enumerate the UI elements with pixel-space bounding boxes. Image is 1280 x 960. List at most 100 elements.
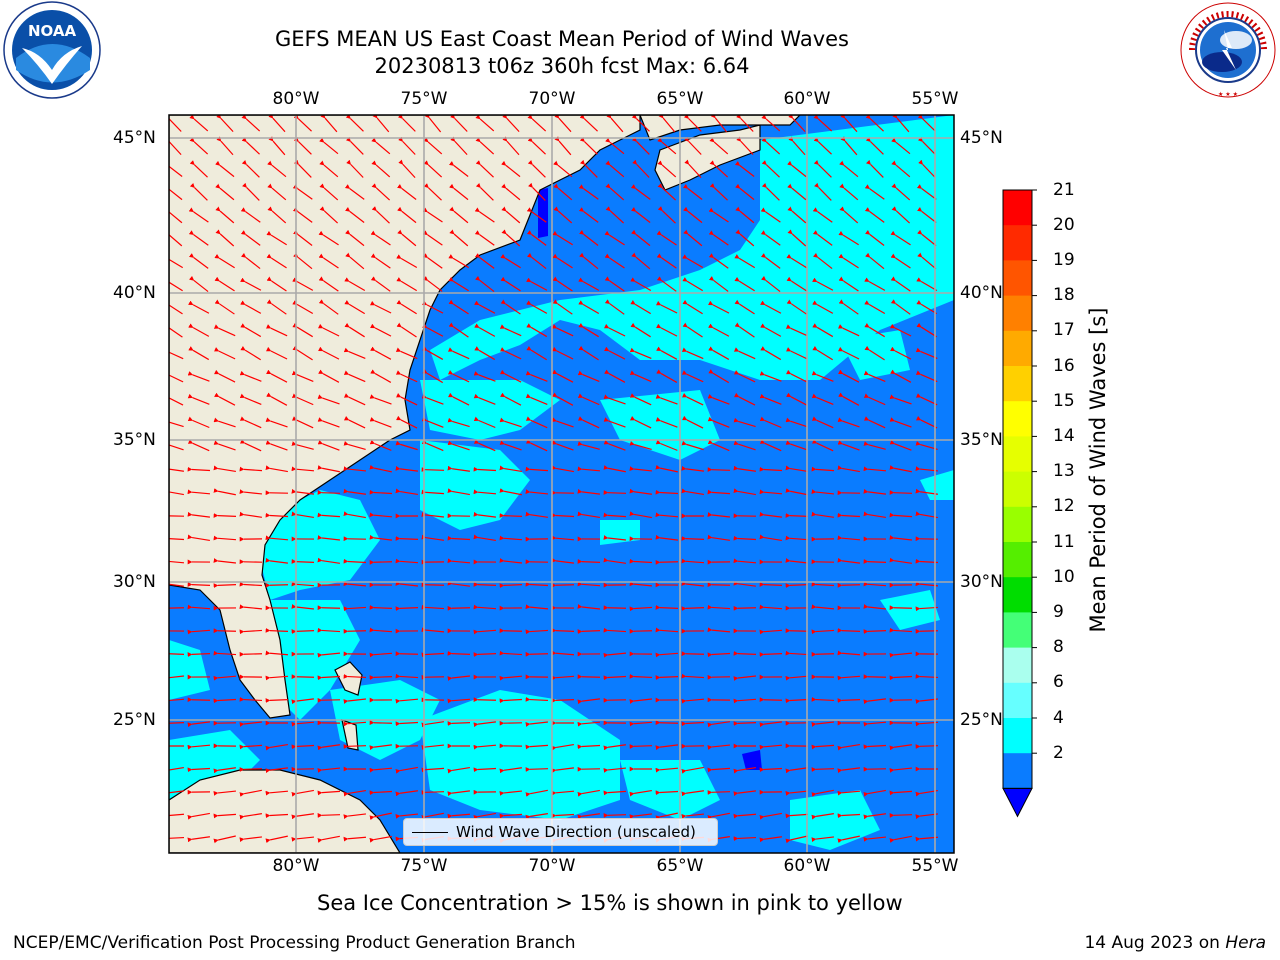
wind-wave-arrow: [604, 369, 626, 383]
wind-wave-arrow: [553, 206, 573, 224]
wind-wave-arrow: [421, 439, 444, 452]
wind-wave-arrow: [268, 115, 286, 133]
wind-wave-arrow: [422, 230, 443, 246]
wind-wave-arrow: [811, 836, 835, 842]
wind-wave-arrow: [759, 697, 783, 702]
wind-wave-arrow: [216, 136, 234, 156]
wind-wave-arrow: [344, 300, 366, 315]
wind-wave-arrow: [603, 557, 626, 564]
footer-credit: NCEP/EMC/Verification Post Processing Pr…: [13, 933, 576, 953]
wind-wave-arrow: [657, 206, 676, 224]
wind-wave-arrow: [733, 440, 756, 451]
wind-wave-arrow: [682, 183, 703, 200]
wind-wave-arrow: [318, 253, 339, 269]
wind-wave-arrow: [759, 744, 783, 750]
wind-wave-arrow: [291, 674, 315, 680]
colorbar-tick: 20: [1053, 215, 1075, 235]
wind-wave-arrow: [447, 488, 470, 496]
wind-wave-arrow: [838, 392, 860, 406]
wind-wave-arrow: [473, 697, 497, 702]
wind-wave-arrow: [395, 813, 419, 819]
wind-wave-arrow: [551, 440, 574, 451]
wind-wave-arrow: [890, 369, 912, 383]
wind-wave-arrow: [629, 347, 652, 359]
wind-wave-arrow: [450, 136, 468, 156]
wind-wave-arrow: [499, 650, 523, 656]
wind-wave-arrow: [837, 835, 860, 844]
wind-wave-arrow: [785, 767, 808, 774]
wind-wave-arrow: [422, 369, 444, 384]
wind-wave-arrow: [213, 440, 236, 451]
lat-label-left: 30°N: [113, 572, 156, 592]
wind-wave-arrow: [266, 253, 287, 269]
wind-wave-arrow: [863, 559, 887, 564]
wind-wave-arrow: [422, 207, 443, 223]
wind-wave-arrow: [603, 675, 627, 681]
wind-wave-arrow: [474, 323, 496, 337]
wind-wave-arrow: [733, 651, 757, 656]
wind-wave-arrow: [837, 813, 861, 819]
wind-wave-arrow: [265, 465, 288, 473]
wind-wave-arrow: [918, 159, 936, 178]
wind-wave-arrow: [395, 536, 419, 541]
wind-wave-arrow: [553, 160, 573, 178]
wind-wave-arrow: [551, 417, 574, 428]
wind-wave-arrow: [786, 369, 808, 383]
wind-wave-arrow: [682, 322, 703, 338]
wind-wave-arrow: [891, 206, 911, 224]
wind-wave-arrow: [473, 466, 497, 472]
wind-wave-arrow: [499, 465, 522, 473]
wind-wave-arrow: [681, 465, 705, 472]
wind-wave-arrow: [761, 182, 780, 201]
wind-wave-arrow: [551, 582, 575, 588]
wind-wave-arrow: [213, 324, 236, 337]
wind-wave-arrow: [239, 581, 263, 587]
wind-wave-arrow: [499, 347, 522, 360]
wind-wave-arrow: [369, 559, 393, 565]
wind-wave-arrow: [265, 512, 289, 518]
wind-wave-arrow: [265, 417, 288, 428]
wind-wave-arrow: [395, 698, 419, 704]
wind-wave-arrow: [267, 160, 287, 178]
wind-wave-arrow: [838, 346, 860, 360]
wind-wave-arrow: [759, 721, 783, 728]
wind-wave-arrow: [707, 812, 730, 820]
wind-wave-arrow: [577, 604, 601, 610]
wind-wave-arrow: [291, 441, 314, 450]
wind-wave-arrow: [735, 183, 755, 201]
wind-wave-arrow: [527, 182, 546, 201]
wind-wave-arrow: [630, 322, 651, 338]
wind-wave-arrow: [655, 812, 678, 821]
wind-wave-arrow: [213, 558, 237, 564]
wind-wave-arrow: [733, 721, 757, 726]
wind-wave-arrow: [398, 159, 416, 179]
wind-wave-arrow: [631, 229, 651, 247]
wind-wave-arrow: [786, 276, 807, 292]
wind-wave-arrow: [449, 206, 469, 224]
wind-wave-arrow: [213, 698, 237, 704]
wind-wave-arrow: [187, 393, 210, 405]
lat-label-right: 45°N: [960, 128, 1003, 148]
wind-wave-arrow: [187, 466, 211, 472]
wind-wave-arrow: [682, 254, 704, 269]
wind-wave-arrow: [889, 627, 913, 633]
wind-wave-arrow: [655, 744, 679, 751]
wind-wave-arrow: [499, 790, 523, 796]
wind-wave-arrow: [268, 136, 286, 156]
wind-wave-arrow: [629, 673, 653, 679]
wind-wave-arrow: [265, 324, 288, 337]
wind-wave-arrow: [169, 188, 183, 201]
wind-wave-arrow: [473, 744, 497, 750]
wind-wave-arrow: [707, 534, 730, 541]
lat-label-right: 40°N: [960, 283, 1003, 303]
wind-wave-arrow: [169, 211, 183, 224]
wind-wave-arrow: [734, 322, 755, 338]
wind-wave-arrow: [213, 513, 237, 518]
wind-wave-arrow: [811, 370, 834, 382]
wind-wave-arrow: [239, 836, 263, 842]
wind-wave-arrow: [683, 206, 703, 224]
wind-wave-arrow: [474, 300, 496, 314]
wind-wave-arrow: [241, 159, 260, 178]
wind-wave-arrow: [759, 489, 783, 495]
colorbar-segment: [1003, 260, 1032, 297]
